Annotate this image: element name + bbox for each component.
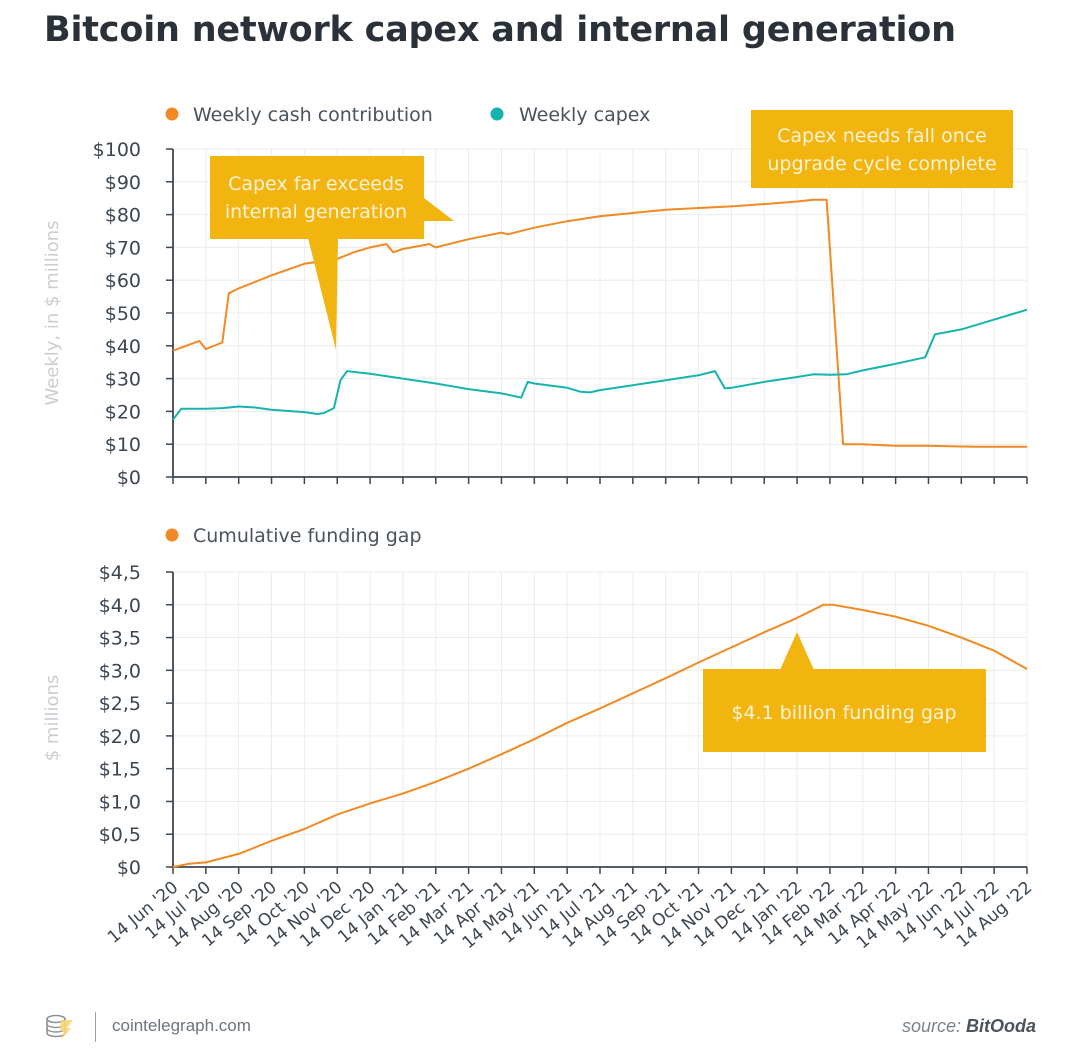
top-chart-axes (166, 148, 1028, 484)
callout-text-line: internal generation (225, 201, 407, 223)
series-line-weekly-cash-contribution (172, 198, 1027, 448)
legend-marker-capex (490, 107, 504, 121)
callout-pointer (780, 632, 814, 670)
source-name: BitOoda (966, 1016, 1036, 1036)
chart-canvas: $0 $10 $20 $30 $40 $50 $60 $70 $80 $90 $100 Weekly… (42, 104, 1036, 954)
y-tick-label: $80 (105, 205, 141, 227)
callout-box (751, 110, 1013, 188)
callout-box (210, 156, 424, 239)
y-tick-label: $90 (105, 172, 141, 194)
y-tick-label: $1,5 (99, 759, 141, 781)
footer-source: source: BitOoda (902, 1016, 1036, 1037)
y-tick-label: $40 (105, 336, 141, 358)
bottom-chart-axes (166, 571, 1028, 874)
series-line-cumulative-funding-gap (172, 603, 1028, 868)
legend-label-cash-contribution: Weekly cash contribution (193, 104, 433, 126)
y-tick-label: $4,0 (99, 595, 141, 617)
callout-funding-gap: $4.1 billion funding gap (703, 632, 986, 752)
bottom-legend: Cumulative funding gap (165, 525, 422, 547)
legend-label-capex: Weekly capex (519, 104, 650, 126)
bottom-chart-series (172, 603, 1028, 868)
y-tick-label: $0 (117, 857, 141, 879)
y-tick-label: $20 (105, 401, 141, 423)
callout-text-line: Capex needs fall once (777, 125, 987, 147)
top-legend: Weekly cash contribution Weekly capex (165, 104, 650, 126)
source-prefix: source: (901, 1016, 961, 1036)
legend-marker-cash-contribution (165, 107, 179, 121)
callout-text-line: upgrade cycle complete (767, 153, 996, 175)
top-chart-y-tick-labels: $0 $10 $20 $30 $40 $50 $60 $70 $80 $90 $100 (93, 139, 141, 489)
legend-label-funding-gap: Cumulative funding gap (193, 525, 422, 547)
chart-title: Bitcoin network capex and internal gener… (44, 10, 956, 50)
y-tick-label: $1,0 (99, 791, 141, 813)
callout-pointer (424, 198, 454, 221)
top-chart-series (172, 198, 1028, 448)
y-tick-label: $3,5 (99, 628, 141, 650)
y-tick-label: $60 (105, 270, 141, 292)
callout-pointer (308, 238, 338, 350)
y-tick-label: $0 (117, 467, 141, 489)
legend-marker-funding-gap (165, 528, 179, 542)
y-tick-label: $70 (105, 237, 141, 259)
footer-site-link[interactable]: cointelegraph.com (112, 1016, 251, 1035)
y-tick-label: $10 (105, 434, 141, 456)
bottom-chart-y-axis-title: $ millions (42, 675, 63, 762)
callout-text-line: Capex far exceeds (228, 173, 404, 195)
callout-capex-falls: Capex needs fall once upgrade cycle comp… (751, 110, 1013, 188)
callout-text-line: $4.1 billion funding gap (731, 702, 956, 724)
y-tick-label: $0,5 (99, 824, 141, 846)
callout-box (703, 669, 986, 752)
y-tick-label: $100 (93, 139, 141, 161)
top-chart-y-axis-title: Weekly, in $ millions (42, 220, 63, 405)
y-tick-label: $3,0 (99, 660, 141, 682)
y-tick-label: $2,5 (99, 693, 141, 715)
footer-divider (95, 1012, 96, 1042)
bottom-chart-y-tick-labels: $0 $0,5 $1,0 $1,5 $2,0 $2,5 $3,0 $3,5 $4,0 $4,5 (99, 562, 141, 879)
y-tick-label: $2,0 (99, 726, 141, 748)
cointelegraph-logo-icon (44, 1012, 76, 1042)
y-tick-label: $30 (105, 369, 141, 391)
series-line-weekly-capex (172, 308, 1028, 421)
callout-capex-exceeds: Capex far exceeds internal generation (210, 156, 454, 350)
y-tick-label: $50 (105, 303, 141, 325)
y-tick-label: $4,5 (99, 562, 141, 584)
